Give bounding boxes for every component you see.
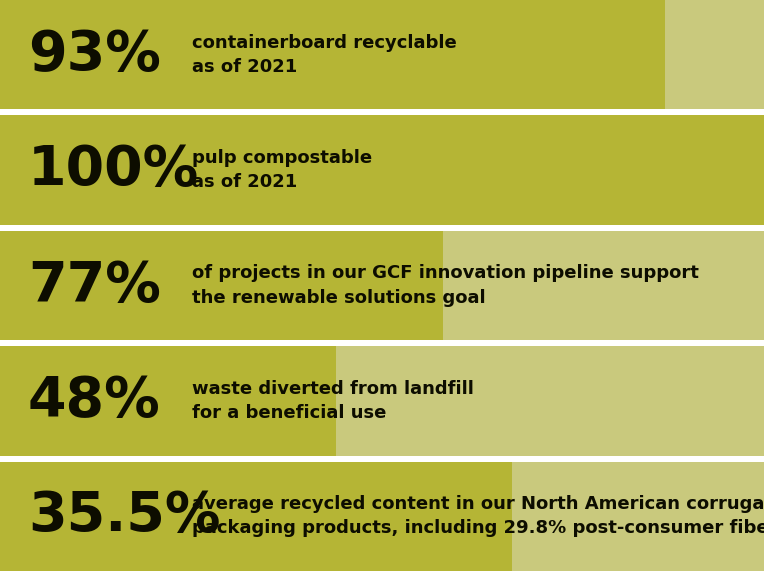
- Text: containerboard recyclable
as of 2021: containerboard recyclable as of 2021: [192, 34, 457, 76]
- Bar: [0, 0, 665, 110]
- Bar: [0, 115, 764, 225]
- Text: pulp compostable
as of 2021: pulp compostable as of 2021: [192, 149, 372, 191]
- Text: 100%: 100%: [28, 143, 199, 197]
- Text: of projects in our GCF innovation pipeline support
the renewable solutions goal: of projects in our GCF innovation pipeli…: [192, 264, 699, 307]
- Text: waste diverted from landfill
for a beneficial use: waste diverted from landfill for a benef…: [192, 380, 474, 422]
- Text: 93%: 93%: [28, 28, 161, 82]
- Bar: [443, 231, 764, 340]
- Text: average recycled content in our North American corrugated
packaging products, in: average recycled content in our North Am…: [192, 495, 764, 537]
- Bar: [0, 231, 443, 340]
- Bar: [512, 461, 764, 571]
- Bar: [0, 346, 336, 456]
- Bar: [0, 461, 512, 571]
- Text: 77%: 77%: [28, 259, 161, 312]
- Text: 35.5%: 35.5%: [28, 489, 221, 543]
- Bar: [336, 346, 764, 456]
- Bar: [665, 0, 764, 110]
- Text: 48%: 48%: [28, 374, 160, 428]
